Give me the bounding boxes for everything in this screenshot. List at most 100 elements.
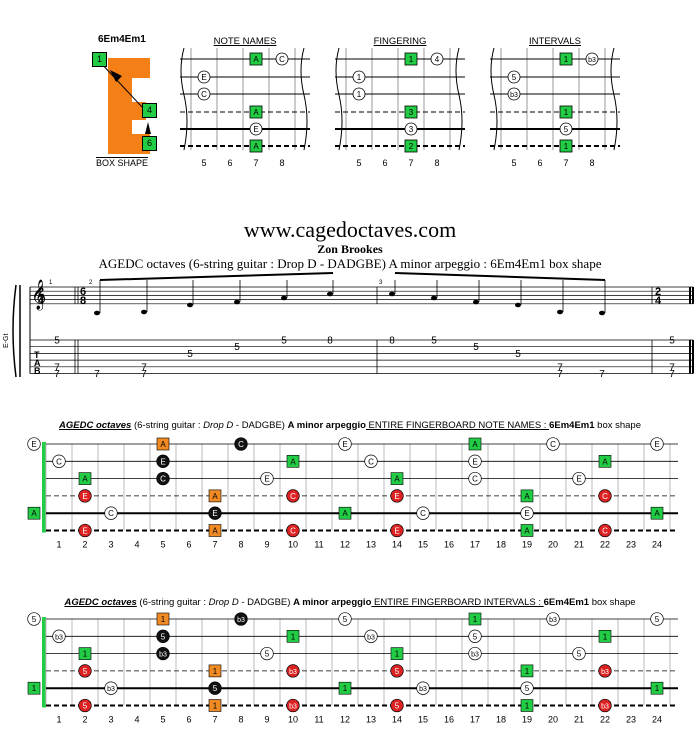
fret-number: 17: [470, 540, 480, 550]
fret-number: 6: [382, 158, 387, 168]
fingerboard-note-label: 5: [395, 702, 400, 711]
fret-number: 24: [652, 540, 662, 550]
fret-number: 19: [522, 540, 532, 550]
fingerboard-note-label: E: [394, 492, 399, 501]
fret-number: 21: [574, 715, 584, 725]
fingerboard-note: [468, 646, 482, 661]
fingerboard-note-label: 1: [473, 615, 478, 624]
note-marker: [404, 52, 418, 66]
box-shape-graphic: [98, 58, 151, 154]
fingerboard-note: [650, 681, 664, 695]
time-signature-top: 2: [655, 286, 661, 298]
fingerboard-note: [520, 664, 534, 678]
note-marker: [507, 87, 521, 101]
fingerboard-note: [156, 437, 170, 451]
fingerboard-note: [286, 523, 300, 538]
note-marker: [585, 52, 599, 66]
tab-number: 7: [94, 369, 100, 380]
fingerboard-note: [156, 454, 170, 468]
fret-number: 1: [56, 715, 61, 725]
fingerboard-note: [260, 471, 274, 486]
fret-number: 5: [201, 158, 206, 168]
fret-number: 6: [186, 540, 191, 550]
fret-number: 17: [470, 715, 480, 725]
fingerboard-note-label: A: [524, 527, 530, 536]
note-marker: [559, 139, 573, 153]
fingerboard-note-label: C: [238, 440, 244, 449]
note-marker: [249, 105, 263, 119]
fingerboard-note-label: E: [31, 440, 36, 449]
fingerboard-note-label: b3: [549, 617, 557, 624]
fingerboard-note-label: A: [212, 492, 218, 501]
note-label: 2: [409, 142, 414, 151]
fingerboard-note-label: b3: [55, 634, 63, 641]
fingerboard-note-label: A: [654, 509, 660, 518]
fret-number: 8: [238, 540, 243, 550]
fingerboard-note: [27, 437, 41, 451]
fingerboard-note: [156, 612, 170, 626]
fingerboard-note: [390, 647, 404, 660]
fingerboard-note-label: C: [56, 457, 62, 466]
fretboard-edge: [490, 47, 498, 151]
fingerboard-note-label: 1: [525, 667, 530, 676]
fret-number: 12: [340, 540, 350, 550]
note-head: [599, 310, 605, 316]
note-label: A: [253, 108, 259, 117]
fingerboard-note: [572, 471, 586, 486]
fingerboard-note: [52, 454, 66, 468]
tab-number: 7: [669, 362, 675, 373]
note-label: C: [279, 55, 285, 64]
fingerboard-notes-title: AGEDC octaves (6-string guitar : Drop D …: [59, 420, 641, 431]
fret-number: 13: [366, 540, 376, 550]
time-signature-bottom: 4: [38, 295, 45, 307]
fret-number: 3: [108, 540, 113, 550]
fret-number: 18: [496, 715, 506, 725]
fingerboard-note-label: 1: [291, 632, 296, 641]
fingerboard-note: [286, 664, 300, 678]
note-label: b3: [588, 57, 596, 64]
measure-number: 3: [379, 280, 383, 286]
fret-number: 7: [253, 158, 258, 168]
fingerboard-note-label: b3: [159, 652, 167, 659]
fingerboard-note: [52, 629, 66, 643]
fingerboard-note: [208, 664, 222, 678]
fingerboard-note-label: A: [524, 492, 530, 501]
tab-number: 7: [669, 369, 675, 380]
fingerboard-note-label: 1: [395, 650, 400, 659]
note-marker: [197, 87, 211, 101]
fingerboard-note-label: b3: [289, 669, 297, 676]
fingerboard-note: [520, 506, 534, 520]
tab-number: 5: [515, 349, 521, 360]
fret-number: 10: [288, 540, 298, 550]
fingerboard-note-label: 5: [32, 615, 37, 624]
fingerboard-note: [208, 681, 222, 695]
note-label: 5: [564, 125, 569, 134]
tab-number: 7: [141, 369, 147, 380]
note-label: b3: [510, 92, 518, 99]
fingerboard-note: [572, 646, 586, 661]
note-marker: [559, 105, 573, 119]
fret-number: 5: [356, 158, 361, 168]
note-label: 1: [564, 55, 569, 64]
fingerboard-note-label: E: [342, 440, 347, 449]
fingerboard-note: [78, 647, 92, 660]
panel-title: INTERVALS: [529, 36, 581, 47]
fingerboard-note: [520, 699, 534, 712]
note-label: A: [253, 142, 259, 151]
fingerboard-note-label: b3: [471, 652, 479, 659]
fingerboard-note-label: 5: [473, 632, 478, 641]
fingerboard-note: [78, 698, 92, 713]
fingerboard-note: [286, 698, 300, 713]
fret-number: 5: [160, 540, 165, 550]
fingerboard-note-label: b3: [289, 704, 297, 711]
fingerboard-note: [468, 454, 482, 468]
fingerboard-note-label: C: [290, 527, 296, 536]
tab-letter: A: [34, 358, 41, 368]
fret-number: 16: [444, 715, 454, 725]
note-marker: [507, 70, 521, 84]
fingerboard-note: [520, 681, 534, 695]
fingerboard-note-label: C: [472, 475, 478, 484]
fingerboard-note: [208, 699, 222, 712]
fingerboard-note-label: 1: [161, 615, 166, 624]
